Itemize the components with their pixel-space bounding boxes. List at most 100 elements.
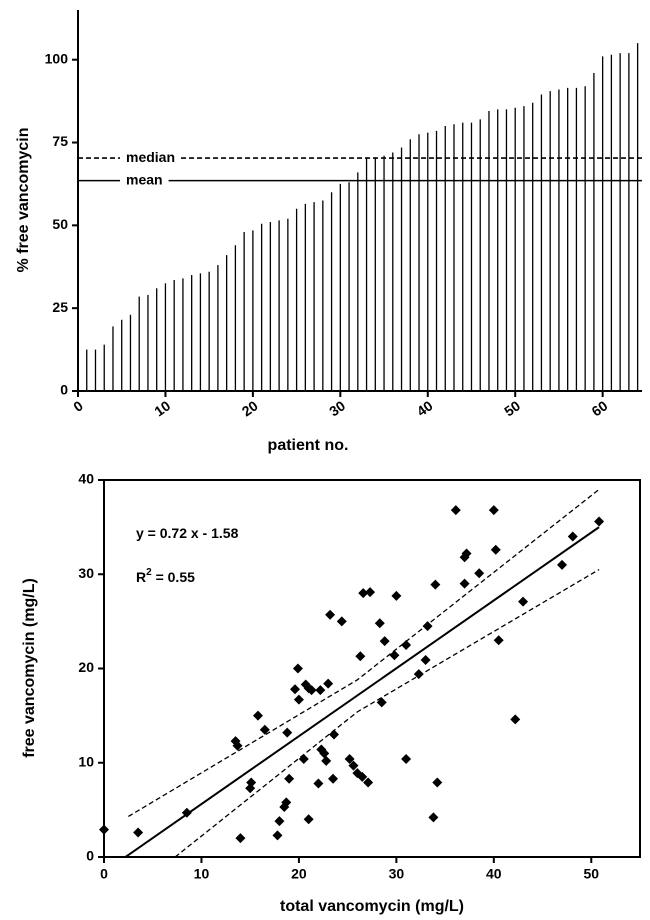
y-axis-label: free vancomycin (mg/L) [21,578,38,758]
point [594,516,605,527]
y-tick-label: 0 [60,382,68,398]
x-tick-label: 0 [70,397,86,415]
point [336,616,347,627]
point [413,669,424,680]
point [319,748,330,759]
point [328,729,339,740]
point [323,678,334,689]
fit-line [124,526,600,858]
x-tick-label: 60 [589,397,611,419]
point [365,587,376,598]
point [557,559,568,570]
x-tick-label: 30 [326,397,348,419]
annotation: R2 = 0.55 [136,567,195,585]
point [315,685,326,696]
point [303,814,314,825]
point [181,807,192,818]
point [232,740,243,751]
point [272,830,283,841]
point [374,618,385,629]
x-tick-label: 40 [486,866,502,882]
confidence-band [128,488,600,818]
reference-label: mean [126,171,163,187]
x-tick-label: 50 [501,397,523,419]
point [376,697,387,708]
point [422,621,433,632]
point [284,773,295,784]
point [432,777,443,788]
x-axis-label: patient no. [268,437,349,454]
x-tick-label: 10 [151,397,173,419]
point [344,753,355,764]
annotation-text: y = 0.72 x - 1.58 [136,525,239,541]
point [246,777,257,788]
point [567,531,578,542]
point [348,760,359,771]
x-tick-label: 20 [291,866,307,882]
annotation-text: R [136,569,146,585]
point [252,710,263,721]
point [259,724,270,735]
point [290,684,301,695]
point [358,588,369,599]
point [235,833,246,844]
x-tick-label: 0 [100,866,108,882]
x-tick-label: 20 [239,397,261,419]
y-tick-label: 100 [45,50,69,66]
y-tick-label: 10 [78,753,94,769]
point [325,609,336,620]
point [428,812,439,823]
point [459,578,470,589]
point [355,651,366,662]
point [298,753,309,764]
point [363,777,374,788]
x-tick-label: 30 [389,866,405,882]
point [420,655,431,666]
point [493,635,504,646]
point [518,596,529,607]
point [389,650,400,661]
point [474,568,485,579]
x-tick-label: 40 [414,397,436,419]
point [133,827,144,838]
x-tick-label: 50 [583,866,599,882]
point [461,548,472,559]
x-tick-label: 10 [194,866,210,882]
point [99,824,109,835]
point [379,636,390,647]
point [293,694,304,705]
y-tick-label: 75 [52,133,68,149]
point [306,685,317,696]
point [401,639,412,650]
point [292,663,303,674]
point [357,771,368,782]
point [282,727,293,738]
point [321,755,332,766]
point [490,544,501,555]
y-tick-label: 25 [52,299,68,315]
point [281,797,292,808]
point [391,590,402,601]
annotation-rest: = 0.55 [152,569,195,585]
y-tick-label: 50 [52,216,68,232]
y-tick-label: 0 [86,848,94,864]
point [401,753,412,764]
point [313,778,324,789]
annotation: y = 0.72 x - 1.58 [136,525,239,541]
reference-label: median [126,149,175,165]
confidence-band [174,568,600,858]
point [430,579,441,590]
annotation-sup: 2 [146,567,152,578]
y-tick-label: 30 [78,565,94,581]
y-tick-label: 20 [78,659,94,675]
point [488,505,499,516]
point [274,816,285,827]
point [450,505,461,516]
point [510,714,521,725]
x-axis-label: total vancomycin (mg/L) [280,898,464,915]
point [328,773,339,784]
y-axis-label: % free vancomycin [15,128,32,273]
y-tick-label: 40 [78,471,94,487]
